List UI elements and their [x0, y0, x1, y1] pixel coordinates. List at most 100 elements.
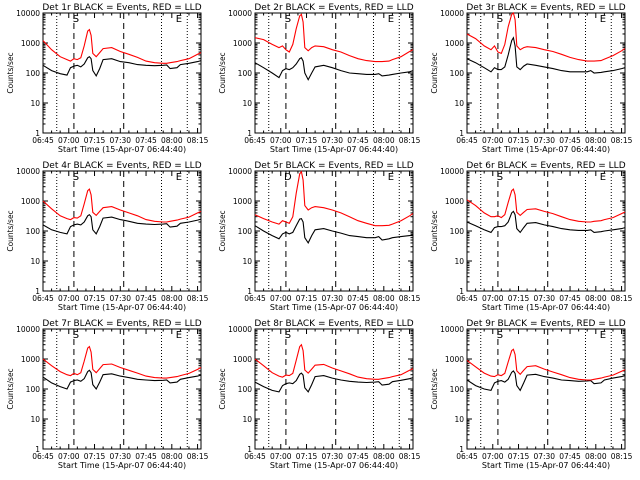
events-series-line	[466, 370, 626, 392]
y-tick-label: 10	[242, 257, 252, 266]
x-tick-label: 07:30	[109, 136, 131, 145]
y-tick-label: 1	[247, 287, 252, 296]
events-series-line	[466, 36, 626, 74]
y-tick-label: 1000	[21, 39, 40, 48]
y-axis-label: Counts/sec	[218, 210, 227, 251]
x-tick-label: 07:00	[270, 136, 292, 145]
x-tick-label: 08:00	[585, 452, 607, 461]
y-tick-label: 100	[26, 69, 41, 78]
x-tick-label: 07:15	[508, 452, 530, 461]
y-tick-label: 10	[242, 99, 252, 108]
x-tick-label: 07:30	[533, 452, 555, 461]
y-tick-label: 1000	[21, 197, 40, 206]
x-tick-label: 07:30	[109, 452, 131, 461]
interval-marker-label: E	[600, 172, 606, 183]
x-tick-label: 07:45	[347, 452, 369, 461]
y-axis-label: Counts/sec	[218, 368, 227, 409]
y-axis-label: Counts/sec	[6, 368, 15, 409]
x-tick-label: 08:15	[399, 294, 421, 303]
y-tick-label: 10000	[228, 9, 252, 18]
lld-series-line	[42, 345, 202, 379]
y-tick-label: 10000	[16, 167, 40, 176]
interval-marker-label: S	[285, 330, 291, 341]
plot-frame	[466, 328, 626, 450]
plot-frame	[466, 170, 626, 292]
y-tick-label: 10	[30, 99, 40, 108]
x-tick-label: 06:45	[456, 452, 478, 461]
x-tick-label: 07:00	[58, 136, 80, 145]
x-tick-label: 07:15	[296, 452, 318, 461]
lld-series-line	[42, 188, 202, 223]
panel-title: Det 4r BLACK = Events, RED = LLD	[42, 161, 201, 171]
y-tick-label: 100	[450, 69, 465, 78]
y-tick-label: 100	[26, 227, 41, 236]
x-tick-label: 08:00	[161, 136, 183, 145]
x-tick-label: 06:45	[32, 452, 54, 461]
y-tick-label: 1	[35, 129, 40, 138]
panel-det-9: Det 9r BLACK = Events, RED = LLD 1 10 100 10…	[430, 319, 633, 470]
y-tick-label: 1000	[445, 39, 464, 48]
interval-marker-label: S	[497, 14, 503, 25]
y-tick-label: 1	[35, 445, 40, 454]
x-tick-label: 07:00	[58, 294, 80, 303]
x-tick-label: 07:15	[84, 136, 106, 145]
events-series-line	[42, 213, 202, 235]
interval-marker-label: S	[497, 172, 503, 183]
x-axis-label: Start Time (15-Apr-07 06:44:40)	[270, 303, 398, 312]
interval-marker-label: E	[388, 14, 394, 25]
x-tick-label: 07:30	[321, 136, 343, 145]
x-tick-label: 07:45	[559, 136, 581, 145]
y-axis-label: Counts/sec	[430, 52, 439, 93]
x-axis-label: Start Time (15-Apr-07 06:44:40)	[58, 303, 186, 312]
x-tick-label: 08:15	[187, 136, 209, 145]
lld-series-line	[466, 188, 626, 223]
x-tick-label: 08:00	[585, 136, 607, 145]
plot-frame	[254, 12, 414, 134]
y-tick-label: 10000	[440, 167, 464, 176]
interval-marker-label: S	[285, 14, 291, 25]
interval-marker-label: S	[73, 172, 79, 183]
y-tick-label: 1	[247, 445, 252, 454]
y-tick-label: 100	[450, 385, 465, 394]
x-tick-label: 06:45	[32, 136, 54, 145]
y-tick-label: 100	[238, 385, 253, 394]
y-tick-label: 10	[454, 415, 464, 424]
x-tick-label: 08:00	[373, 136, 395, 145]
x-axis-label: Start Time (15-Apr-07 06:44:40)	[482, 461, 610, 470]
x-tick-label: 07:30	[321, 452, 343, 461]
x-tick-label: 08:00	[161, 294, 183, 303]
x-tick-label: 08:15	[187, 452, 209, 461]
plot-frame	[466, 12, 626, 134]
panel-title: Det 5r BLACK = Events, RED = LLD	[254, 161, 413, 171]
y-axis-label: Counts/sec	[218, 52, 227, 93]
x-tick-label: 06:45	[456, 294, 478, 303]
interval-marker-label: S	[73, 14, 79, 25]
x-tick-label: 07:15	[84, 294, 106, 303]
x-tick-label: 07:00	[270, 294, 292, 303]
panel-det-8: Det 8r BLACK = Events, RED = LLD 1 10 100 10…	[218, 319, 421, 470]
y-tick-label: 1	[459, 445, 464, 454]
y-tick-label: 100	[450, 227, 465, 236]
x-tick-label: 06:45	[244, 294, 266, 303]
x-tick-label: 07:45	[135, 294, 157, 303]
x-tick-label: 07:45	[559, 452, 581, 461]
plot-frame	[254, 328, 414, 450]
x-tick-label: 08:15	[399, 136, 421, 145]
x-tick-label: 07:15	[296, 294, 318, 303]
y-tick-label: 10000	[440, 325, 464, 334]
interval-marker-label: S	[73, 330, 79, 341]
x-tick-label: 08:00	[161, 452, 183, 461]
x-tick-label: 08:15	[611, 452, 633, 461]
lld-series-line	[466, 348, 626, 381]
x-tick-label: 06:45	[32, 294, 54, 303]
y-tick-label: 10	[30, 257, 40, 266]
events-series-line	[42, 369, 202, 391]
panel-det-6: Det 6r BLACK = Events, RED = LLD 1 10 100 10…	[430, 161, 633, 312]
interval-marker-label: E	[176, 172, 182, 183]
y-axis-label: Counts/sec	[430, 210, 439, 251]
x-tick-label: 07:30	[533, 136, 555, 145]
x-axis-label: Start Time (15-Apr-07 06:44:40)	[270, 145, 398, 154]
x-tick-label: 07:00	[482, 136, 504, 145]
plot-frame	[42, 170, 202, 292]
